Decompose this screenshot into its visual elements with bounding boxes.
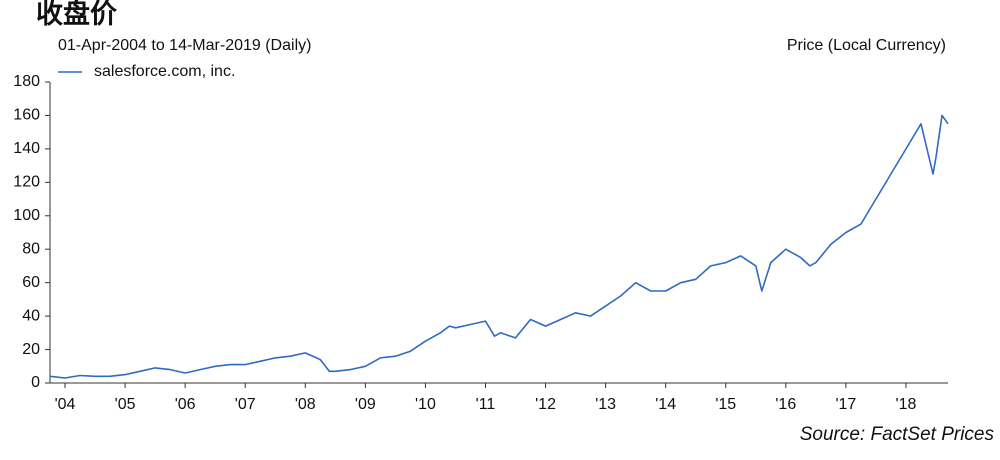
x-tick-label: '14: [655, 396, 676, 413]
x-tick-label: '18: [896, 396, 917, 413]
x-tick-label: '12: [535, 396, 556, 413]
y-tick-label: 0: [31, 374, 40, 391]
x-tick-label: '16: [775, 396, 796, 413]
y-tick-label: 160: [13, 107, 40, 124]
y-tick-label: 140: [13, 140, 40, 157]
x-tick-label: '04: [55, 396, 76, 413]
x-tick-label: '13: [595, 396, 616, 413]
chart-subtitle: 01-Apr-2004 to 14-Mar-2019 (Daily): [58, 37, 311, 54]
x-tick-label: '09: [355, 396, 376, 413]
x-tick-label: '11: [476, 396, 496, 413]
x-tick-label: '06: [175, 396, 196, 413]
chart-title: 收盘价: [36, 0, 118, 29]
x-tick-label: '15: [715, 396, 736, 413]
y-tick-label: 180: [13, 73, 40, 90]
y-tick-label: 100: [13, 207, 40, 224]
x-tick-label: '08: [295, 396, 316, 413]
y-tick-label: 60: [22, 274, 40, 291]
source-note: Source: FactSet Prices: [800, 424, 995, 445]
x-tick-label: '17: [835, 396, 856, 413]
y-tick-label: 20: [22, 341, 40, 358]
x-tick-label: '10: [415, 396, 436, 413]
y-tick-label: 80: [22, 240, 40, 257]
y-tick-label: 120: [13, 174, 40, 191]
y-axis-label: Price (Local Currency): [787, 37, 946, 54]
legend-label: salesforce.com, inc.: [94, 63, 235, 80]
x-tick-label: '05: [115, 396, 136, 413]
price-line: [49, 114, 949, 379]
y-tick-label: 40: [22, 307, 40, 324]
x-tick-label: '07: [235, 396, 256, 413]
